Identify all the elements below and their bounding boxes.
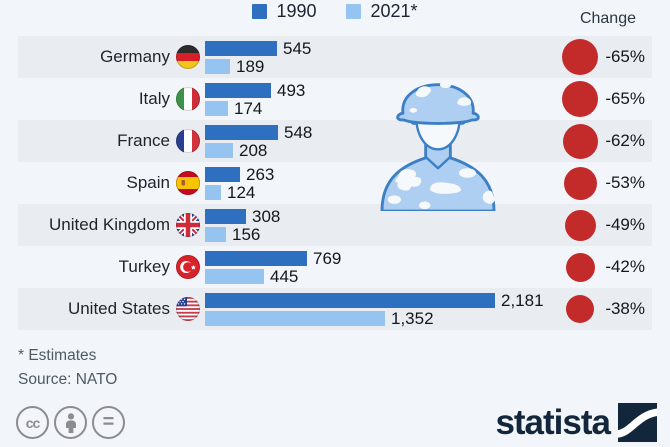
cc-icon[interactable]: cc — [16, 406, 49, 439]
change-value: -42% — [605, 257, 645, 276]
table-row: France 548 208 -62% — [18, 120, 652, 162]
bar-2021-value: 1,352 — [391, 308, 434, 328]
change-value: -38% — [605, 299, 645, 318]
bar-group: 545 189 — [205, 38, 652, 76]
change-column-header: Change — [579, 10, 636, 27]
legend-swatch-2021-icon — [346, 4, 362, 19]
bar-1990-value: 545 — [283, 38, 312, 58]
country-label: United States — [67, 299, 170, 318]
country-label: Italy — [138, 89, 170, 108]
change-value: -62% — [605, 131, 645, 150]
change-cell — [558, 204, 602, 246]
bar-1990 — [205, 124, 278, 140]
table-row: United States 2,181 1,352 -38% — [18, 288, 652, 330]
legend-label-2021: 2021* — [370, 1, 418, 21]
table-row: Turkey 769 445 -42% — [18, 246, 652, 288]
statista-logo-mark-icon — [618, 403, 657, 442]
flag-germany-icon — [176, 45, 200, 69]
bar-group: 263 124 — [205, 164, 652, 202]
bar-2021 — [205, 310, 385, 326]
flag-uk-icon — [176, 213, 200, 237]
cc-license-badges[interactable]: cc = — [16, 406, 125, 439]
change-cell — [558, 120, 602, 162]
statista-logo[interactable]: statista — [495, 403, 657, 442]
bar-1990 — [205, 166, 240, 182]
change-cell — [558, 246, 602, 288]
country-label: Germany — [100, 47, 170, 66]
bar-group: 769 445 — [205, 248, 652, 286]
legend-label-1990: 1990 — [276, 1, 317, 21]
country-rows: Germany 545 189 -65% Italy 493 — [18, 36, 652, 330]
table-row: Italy 493 174 -65% — [18, 78, 652, 120]
bar-group: 493 174 — [205, 80, 652, 118]
bar-2021 — [205, 142, 233, 158]
bar-1990 — [205, 208, 246, 224]
attribution-person-icon[interactable] — [54, 406, 87, 439]
change-circle-icon — [565, 252, 595, 282]
equals-no-derivatives-icon[interactable]: = — [92, 406, 125, 439]
table-row: United Kingdom 308 156 -49% — [18, 204, 652, 246]
bar-1990 — [205, 250, 307, 266]
change-cell — [558, 78, 602, 120]
bar-group: 548 208 — [205, 122, 652, 160]
country-label: Spain — [126, 173, 170, 192]
legend-item-1990: 1990 — [252, 1, 316, 22]
bar-2021 — [205, 100, 228, 116]
bar-1990-value: 493 — [277, 80, 306, 100]
table-row: Spain 263 124 -53% — [18, 162, 652, 204]
bar-1990-value: 769 — [313, 248, 342, 268]
bar-1990-value: 308 — [252, 206, 281, 226]
change-value: -65% — [605, 47, 645, 66]
bar-2021 — [205, 226, 226, 242]
change-circle-icon — [562, 39, 598, 75]
change-cell — [558, 36, 602, 78]
bar-1990-value: 548 — [284, 122, 313, 142]
bar-2021-value: 208 — [239, 140, 268, 160]
statista-logo-text: statista — [495, 402, 611, 442]
change-circle-icon — [562, 123, 598, 159]
bar-group: 2,181 1,352 — [205, 290, 652, 328]
bar-2021-value: 156 — [232, 224, 261, 244]
country-label: Turkey — [118, 257, 170, 276]
bar-2021 — [205, 268, 264, 284]
flag-france-icon — [176, 129, 200, 153]
bar-1990 — [205, 292, 495, 308]
change-circle-icon — [563, 166, 597, 200]
bar-1990-value: 263 — [246, 164, 275, 184]
chart-legend: 1990 2021* — [0, 0, 670, 22]
bar-1990-value: 2,181 — [501, 290, 544, 310]
change-value: -65% — [605, 89, 645, 108]
country-label: United Kingdom — [49, 215, 170, 234]
change-value: -49% — [605, 215, 645, 234]
table-row: Germany 545 189 -65% — [18, 36, 652, 78]
flag-spain-icon — [176, 171, 200, 195]
source-note: Source: NATO — [18, 371, 118, 388]
bar-2021-value: 445 — [270, 266, 299, 286]
change-circle-icon — [562, 81, 598, 117]
bar-2021 — [205, 184, 221, 200]
change-circle-icon — [566, 295, 594, 323]
flag-us-icon — [176, 297, 200, 321]
country-label: France — [117, 131, 170, 150]
bar-1990 — [205, 40, 277, 56]
flag-italy-icon — [176, 87, 200, 111]
bar-2021 — [205, 58, 230, 74]
flag-turkey-icon — [176, 255, 200, 279]
bar-1990 — [205, 82, 271, 98]
change-value: -53% — [605, 173, 645, 192]
change-cell — [558, 162, 602, 204]
change-cell — [558, 288, 602, 330]
legend-swatch-1990-icon — [252, 4, 268, 19]
bar-2021-value: 124 — [227, 182, 256, 202]
bar-group: 308 156 — [205, 206, 652, 244]
bar-2021-value: 189 — [236, 56, 265, 76]
estimates-footnote: * Estimates — [18, 347, 97, 364]
legend-item-2021: 2021* — [346, 1, 418, 22]
bar-2021-value: 174 — [234, 98, 263, 118]
soldier-icon — [380, 81, 496, 211]
change-circle-icon — [564, 209, 596, 241]
